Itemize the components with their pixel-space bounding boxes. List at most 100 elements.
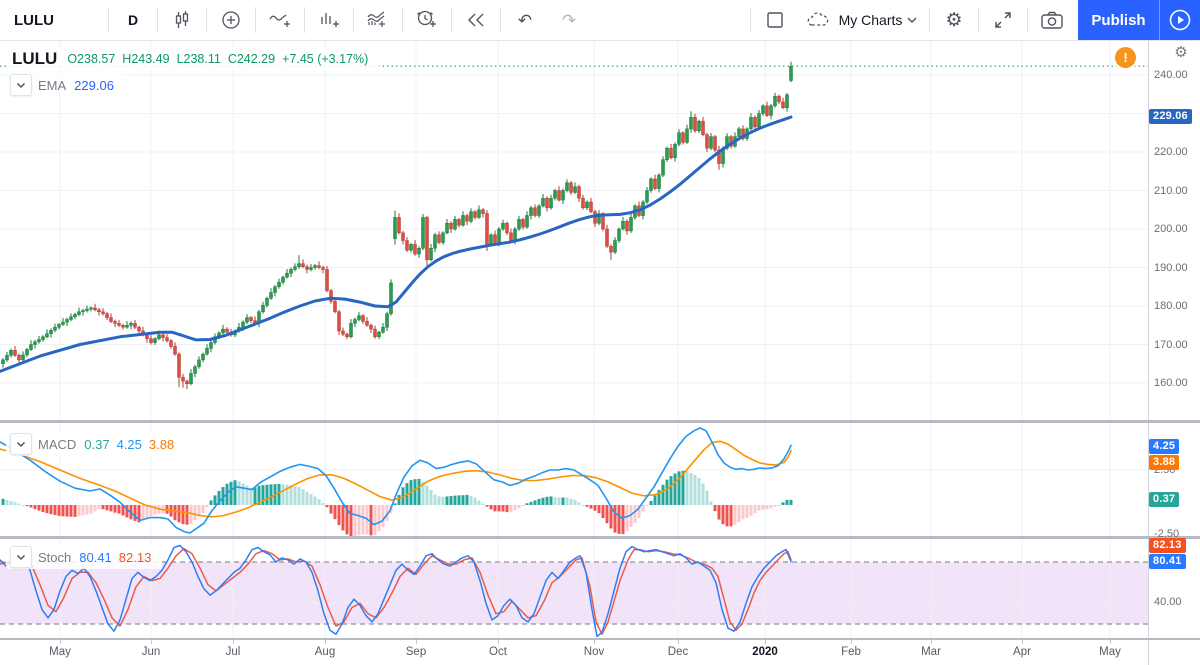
fullscreen-icon[interactable] bbox=[981, 4, 1025, 36]
publish-play-button[interactable] bbox=[1160, 0, 1200, 40]
toolbar-separator bbox=[304, 7, 305, 33]
macd-badge: 0.37 bbox=[1149, 492, 1180, 507]
macd-collapse-chevron-icon[interactable] bbox=[10, 433, 32, 455]
alert-add-icon[interactable] bbox=[405, 4, 449, 36]
my-charts-label: My Charts bbox=[838, 12, 903, 28]
interval-button[interactable]: D bbox=[111, 4, 155, 36]
bar-replay-icon[interactable] bbox=[454, 4, 498, 36]
price-tick: 210.00 bbox=[1154, 184, 1188, 197]
toolbar-separator bbox=[500, 7, 501, 33]
stoch-k-value: 80.41 bbox=[79, 549, 112, 565]
macd-signal-value: 3.88 bbox=[148, 436, 175, 452]
time-axis-label: Apr bbox=[1013, 646, 1031, 658]
time-axis-label: May bbox=[49, 646, 71, 658]
symbol-label: LULU bbox=[14, 11, 54, 29]
stoch-legend: Stoch 80.41 82.13 bbox=[6, 545, 163, 569]
time-axis-tick bbox=[60, 640, 61, 644]
legend-close: C242.29 bbox=[227, 52, 276, 66]
time-axis-label: 2020 bbox=[752, 646, 778, 658]
indicator-templates-icon[interactable] bbox=[356, 4, 400, 36]
top-toolbar: LULU D bbox=[0, 0, 1200, 41]
time-axis-tick bbox=[678, 640, 679, 644]
time-axis-tick bbox=[233, 640, 234, 644]
time-axis-tick bbox=[325, 640, 326, 644]
time-axis[interactable]: May Jun Jul Aug Sep Oct Nov Dec 2020 Feb Mar Apr May bbox=[0, 640, 1200, 665]
toolbar-separator bbox=[206, 7, 207, 33]
price-tick: 200.00 bbox=[1154, 223, 1188, 235]
pane-separator[interactable] bbox=[0, 536, 1200, 539]
time-axis-border bbox=[0, 638, 1200, 640]
time-axis-tick bbox=[851, 640, 852, 644]
price-tick: 180.00 bbox=[1154, 300, 1188, 312]
toolbar-separator bbox=[451, 7, 452, 33]
time-axis-label: Jul bbox=[225, 646, 241, 658]
legend-open: O238.57 bbox=[67, 52, 116, 66]
price-tick: 170.00 bbox=[1154, 338, 1188, 351]
stoch-badge: 82.13 bbox=[1149, 538, 1186, 553]
time-axis-gear-icon[interactable]: ⚙ bbox=[1174, 44, 1188, 61]
price-tick: 190.00 bbox=[1154, 261, 1188, 274]
macd-pane[interactable] bbox=[0, 423, 1148, 536]
redo-icon[interactable]: ↷ bbox=[561, 10, 577, 30]
toolbar-separator bbox=[255, 7, 256, 33]
time-axis-tick bbox=[498, 640, 499, 644]
legend-change: +7.45 (+3.17%) bbox=[282, 52, 369, 66]
fundamentals-icon[interactable] bbox=[307, 4, 351, 36]
symbol-button[interactable]: LULU bbox=[0, 4, 106, 36]
time-axis-label: Aug bbox=[314, 646, 336, 658]
time-axis-label: Mar bbox=[921, 646, 941, 658]
stoch-pane[interactable] bbox=[0, 539, 1148, 638]
toolbar-separator bbox=[157, 7, 158, 33]
main-legend: LULU O238.57 H243.49 L238.11 C242.29 +7.… bbox=[8, 48, 380, 70]
stoch-tick: 40.00 bbox=[1154, 596, 1182, 608]
macd-legend: MACD 0.37 4.25 3.88 bbox=[6, 432, 186, 456]
my-charts-button[interactable]: My Charts bbox=[797, 4, 927, 36]
time-axis-label: May bbox=[1099, 646, 1121, 658]
cloud-icon bbox=[806, 11, 830, 29]
ema-value: 229.06 bbox=[74, 77, 114, 93]
macd-badge: 3.88 bbox=[1149, 455, 1180, 470]
macd-hist-value: 0.37 bbox=[84, 436, 110, 452]
toolbar-separator bbox=[108, 7, 109, 33]
toolbar-separator bbox=[978, 7, 979, 33]
chart-type-candles-icon[interactable] bbox=[160, 4, 204, 36]
layout-icon[interactable] bbox=[753, 4, 797, 36]
legend-symbol[interactable]: LULU bbox=[12, 49, 58, 68]
snapshot-camera-icon[interactable] bbox=[1030, 4, 1074, 36]
time-axis-tick bbox=[1110, 640, 1111, 644]
alert-notification-icon[interactable]: ! bbox=[1115, 47, 1136, 68]
time-axis-tick bbox=[931, 640, 932, 644]
time-axis-label: Oct bbox=[489, 646, 507, 658]
price-axis-border bbox=[1148, 40, 1149, 665]
stoch-d-value: 82.13 bbox=[118, 549, 152, 565]
price-tick: 220.00 bbox=[1154, 146, 1188, 158]
legend-high: H243.49 bbox=[122, 52, 170, 66]
stoch-badge: 80.41 bbox=[1149, 554, 1186, 569]
toolbar-separator bbox=[353, 7, 354, 33]
publish-area: Publish bbox=[1078, 0, 1200, 40]
chart-region: LULU O238.57 H243.49 L238.11 C242.29 +7.… bbox=[0, 40, 1200, 665]
main-price-pane[interactable] bbox=[0, 40, 1148, 420]
time-axis-label: Feb bbox=[841, 646, 861, 658]
macd-name: MACD bbox=[38, 436, 77, 452]
interval-label: D bbox=[127, 12, 139, 28]
time-axis-tick bbox=[151, 640, 152, 644]
time-axis-label: Nov bbox=[583, 646, 605, 658]
pane-separator[interactable] bbox=[0, 420, 1200, 423]
time-axis-tick bbox=[416, 640, 417, 644]
settings-gear-icon[interactable]: ⚙ bbox=[945, 9, 963, 31]
toolbar-separator bbox=[1027, 7, 1028, 33]
publish-button[interactable]: Publish bbox=[1091, 11, 1146, 29]
time-axis-tick bbox=[1022, 640, 1023, 644]
time-axis-tick bbox=[594, 640, 595, 644]
ema-collapse-chevron-icon[interactable] bbox=[10, 74, 32, 96]
time-axis-tick bbox=[765, 640, 766, 644]
undo-icon[interactable]: ↶ bbox=[517, 10, 533, 30]
toolbar-separator bbox=[750, 7, 751, 33]
legend-low: L238.11 bbox=[176, 52, 221, 66]
stoch-collapse-chevron-icon[interactable] bbox=[10, 546, 32, 568]
indicators-icon[interactable] bbox=[258, 4, 302, 36]
compare-add-icon[interactable] bbox=[209, 4, 253, 36]
macd-tick: -2.50 bbox=[1154, 528, 1180, 540]
